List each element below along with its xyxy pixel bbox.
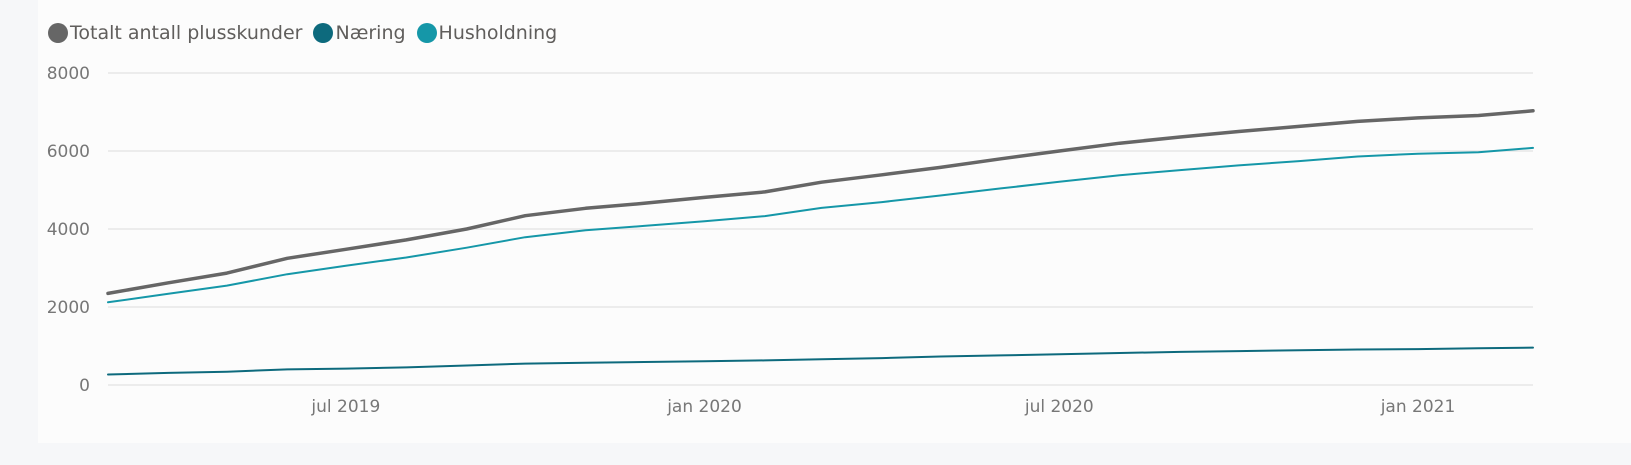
x-tick-label: jul 2020	[1024, 397, 1094, 417]
legend-label-husholdning: Husholdning	[438, 22, 558, 44]
chart-legend: Totalt antall plusskunder Næring Hushold…	[48, 19, 568, 47]
legend-marker-naering	[313, 23, 334, 43]
y-tick-label: 6000	[47, 142, 90, 162]
legend-item-total[interactable]: Totalt antall plusskunder	[48, 22, 302, 44]
y-tick-label: 8000	[47, 64, 90, 84]
legend-marker-husholdning	[416, 23, 437, 43]
y-tick-label: 0	[79, 376, 90, 396]
series-lines	[106, 109, 1535, 376]
series-line-2[interactable]	[107, 146, 1534, 304]
y-axis-ticks: 0 2000 4000 6000 8000	[47, 64, 90, 396]
y-tick-label: 4000	[47, 220, 90, 240]
legend-label-total: Totalt antall plusskunder	[70, 22, 303, 44]
legend-item-husholdning[interactable]: Husholdning	[416, 22, 558, 44]
legend-marker-total	[48, 23, 68, 43]
x-axis-ticks: jul 2019 jan 2020 jul 2020 jan 2021	[310, 397, 1455, 417]
legend-label-naering: Næring	[335, 22, 406, 44]
x-tick-label: jan 2021	[1380, 397, 1456, 417]
legend-item-naering[interactable]: Næring	[313, 22, 406, 44]
series-line-0[interactable]	[106, 109, 1535, 296]
x-tick-label: jan 2020	[666, 397, 742, 417]
gridlines	[108, 72, 1533, 386]
x-tick-label: jul 2019	[310, 397, 380, 417]
series-line-1[interactable]	[107, 346, 1534, 376]
y-tick-label: 2000	[47, 298, 90, 318]
